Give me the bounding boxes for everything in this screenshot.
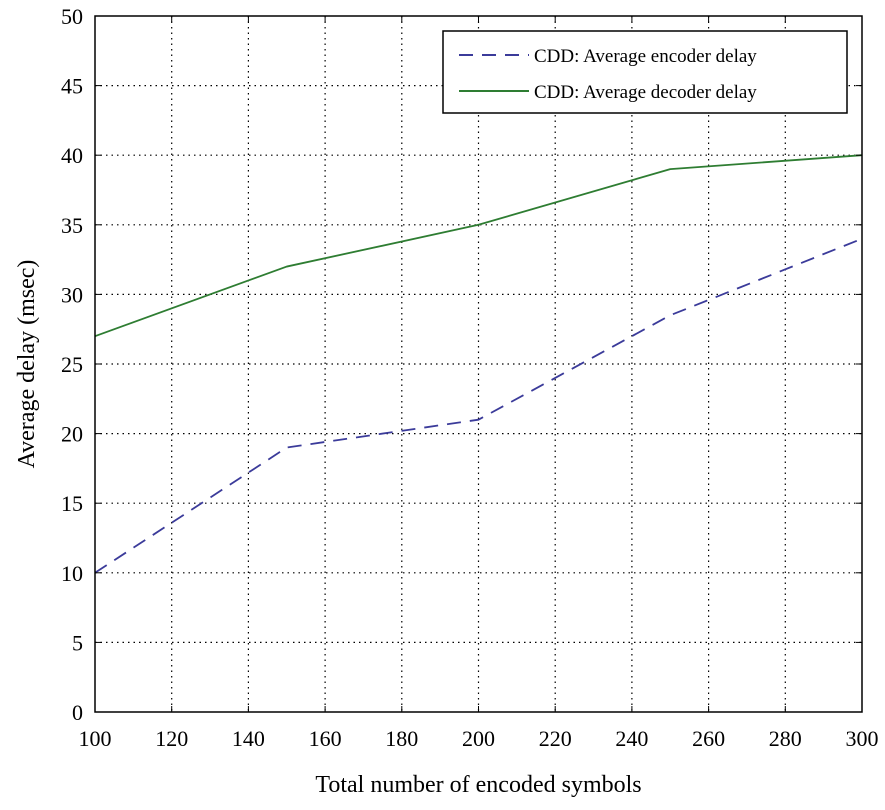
y-tick-label: 15: [61, 491, 83, 516]
x-tick-label: 200: [462, 726, 495, 751]
x-tick-label: 160: [309, 726, 342, 751]
y-tick-label: 30: [61, 282, 83, 307]
x-tick-label: 120: [155, 726, 188, 751]
x-tick-label: 260: [692, 726, 725, 751]
x-tick-label: 220: [539, 726, 572, 751]
legend-box: [442, 30, 848, 114]
y-tick-label: 5: [72, 630, 83, 655]
series-line-encoder: [94, 237, 863, 574]
x-tick-label: 240: [615, 726, 648, 751]
y-axis-label: Average delay (msec): [14, 260, 40, 469]
x-tick-label: 180: [385, 726, 418, 751]
axis-ticks: 100 120 140 160 180 200 220 240 260 280 300 0 5 10 15 2…: [61, 4, 879, 751]
y-tick-label: 10: [61, 561, 83, 586]
series-line-decoder: [94, 154, 863, 338]
x-tick-label: 280: [769, 726, 802, 751]
legend: CDD: Average encoder delay CDD: Average …: [442, 30, 848, 114]
grid: [95, 16, 862, 712]
x-tick-label: 300: [846, 726, 879, 751]
legend-label-decoder: CDD: Average decoder delay: [534, 82, 757, 103]
y-tick-label: 45: [61, 74, 83, 99]
y-tick-label: 25: [61, 352, 83, 377]
x-tick-label: 100: [79, 726, 112, 751]
legend-label-encoder: CDD: Average encoder delay: [534, 46, 757, 67]
y-tick-label: 50: [61, 4, 83, 29]
x-tick-label: 140: [232, 726, 265, 751]
y-tick-label: 20: [61, 422, 83, 447]
y-tick-label: 0: [72, 700, 83, 725]
x-axis-label: Total number of encoded symbols: [315, 772, 641, 798]
y-tick-label: 40: [61, 143, 83, 168]
y-tick-label: 35: [61, 213, 83, 238]
series-lines: [94, 154, 863, 574]
